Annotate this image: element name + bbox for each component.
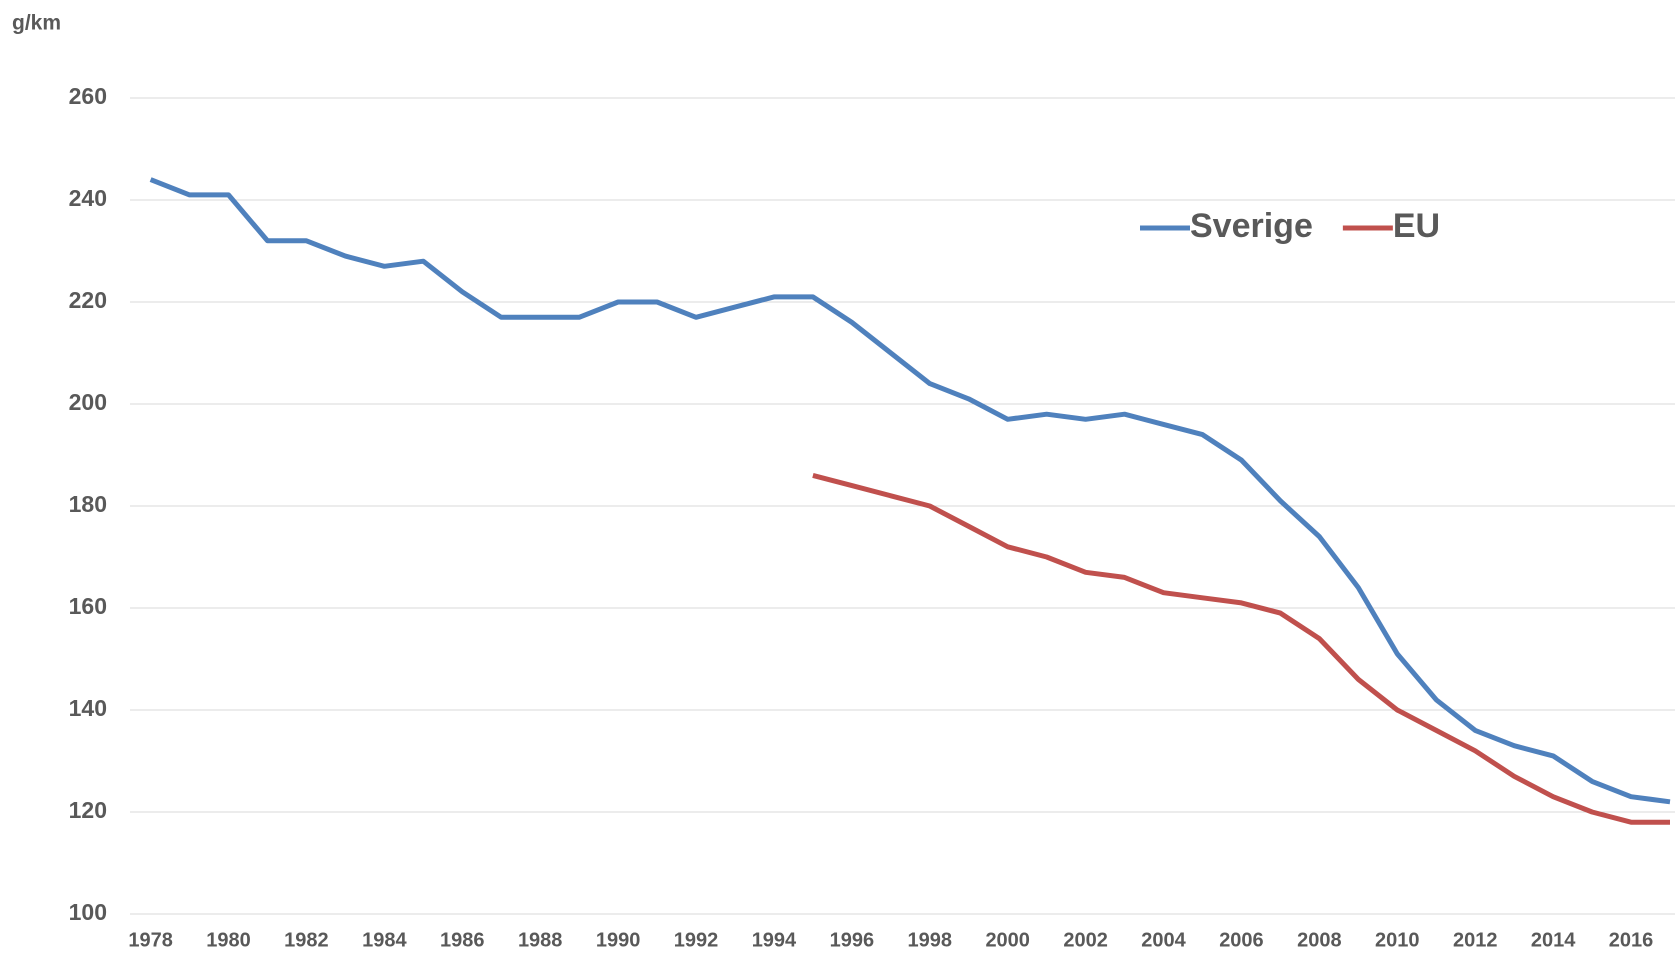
x-tick-label: 1988 <box>518 929 563 951</box>
y-tick-label: 120 <box>69 797 107 823</box>
x-tick-label: 2004 <box>1141 929 1186 951</box>
x-tick-label: 1992 <box>674 929 719 951</box>
x-tick-label: 2008 <box>1297 929 1342 951</box>
y-tick-label: 140 <box>69 695 107 721</box>
x-tick-label: 1980 <box>206 929 251 951</box>
legend-label: EU <box>1393 207 1440 245</box>
series-line <box>149 177 1671 805</box>
y-tick-label: 260 <box>69 83 107 109</box>
x-tick-label: 1986 <box>440 929 485 951</box>
x-tick-label: 1978 <box>128 929 173 951</box>
x-tick-label: 2010 <box>1375 929 1420 951</box>
x-tick-label: 1996 <box>830 929 875 951</box>
x-tick-label: 2006 <box>1219 929 1264 951</box>
x-tick-label: 1990 <box>596 929 641 951</box>
x-tick-label: 2014 <box>1531 929 1576 951</box>
y-tick-label: 180 <box>69 491 107 517</box>
x-tick-label: 1994 <box>752 929 797 951</box>
x-tick-label: 2016 <box>1609 929 1654 951</box>
x-tick-label: 1984 <box>362 929 407 951</box>
legend-label: Sverige <box>1190 207 1313 245</box>
y-axis-label: g/km <box>12 12 61 35</box>
y-tick-label: 240 <box>69 185 107 211</box>
x-tick-label: 1982 <box>284 929 329 951</box>
y-tick-label: 100 <box>69 899 107 925</box>
y-tick-label: 220 <box>69 287 107 313</box>
x-tick-label: 2012 <box>1453 929 1498 951</box>
series-line <box>812 472 1670 825</box>
x-tick-label: 1998 <box>908 929 953 951</box>
y-tick-label: 160 <box>69 593 107 619</box>
x-tick-label: 2000 <box>985 929 1030 951</box>
x-tick-label: 2002 <box>1063 929 1108 951</box>
y-tick-label: 200 <box>69 389 107 415</box>
